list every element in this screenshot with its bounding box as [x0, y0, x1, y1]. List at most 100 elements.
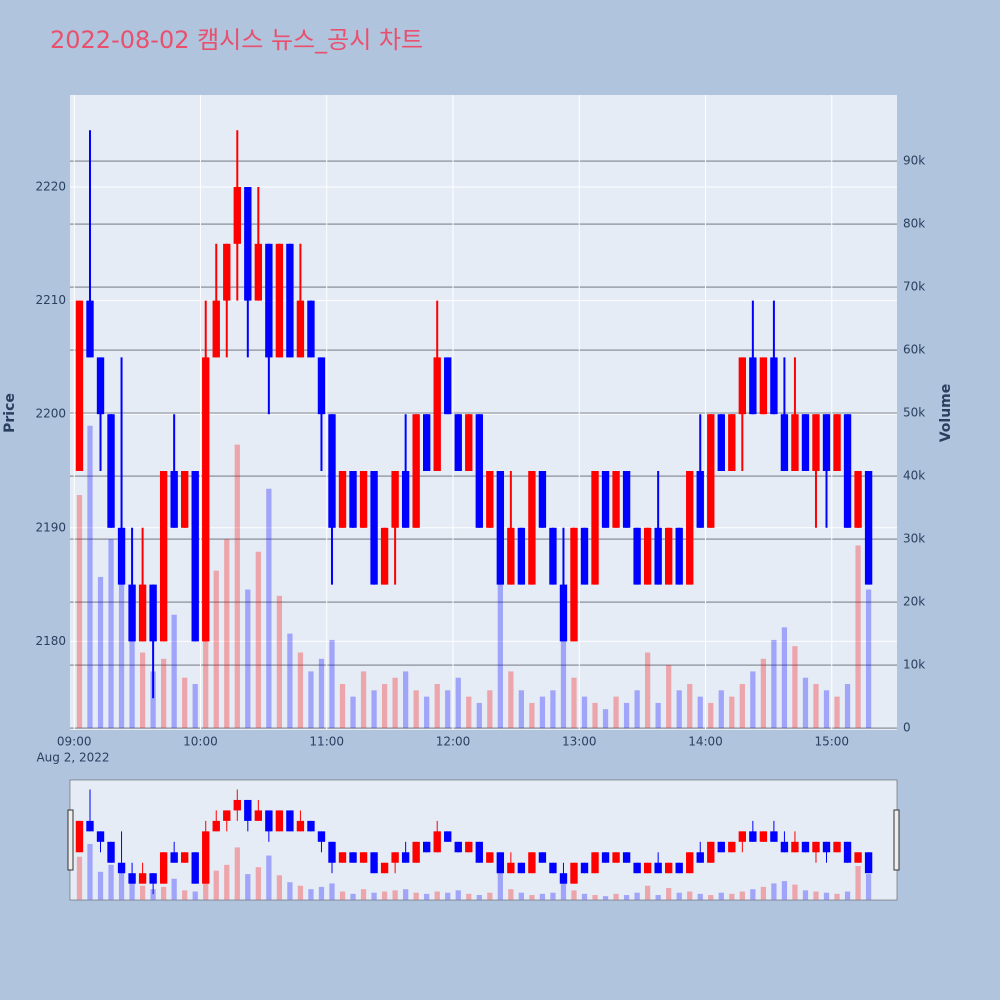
volume-bar [792, 884, 798, 900]
x-tick-label: 11:00 [309, 735, 344, 749]
candle-body [812, 841, 820, 853]
volume-bar [287, 633, 293, 729]
volume-bar [192, 891, 198, 900]
candle-body [275, 243, 284, 358]
candle-body [538, 471, 547, 528]
volume-bar [623, 702, 630, 729]
volume-bar [834, 893, 840, 900]
candle-body [854, 852, 862, 863]
candle-body [696, 852, 704, 863]
volume-bar [108, 539, 114, 729]
candle-body [138, 873, 147, 884]
volume-bar [139, 885, 146, 900]
volume-bar [339, 891, 346, 900]
volume-bar [434, 891, 440, 900]
volume-bar [708, 895, 714, 900]
candle-body [622, 852, 631, 863]
candle-body [349, 852, 357, 863]
volume-bar [560, 881, 567, 900]
candle-body [117, 862, 126, 874]
candle-body [707, 414, 715, 528]
volume-bar [855, 865, 861, 900]
volume-bar [139, 652, 146, 729]
candle-body [181, 852, 189, 863]
volume-bar [487, 892, 493, 900]
candle-body [728, 841, 736, 853]
candle-body [801, 841, 810, 853]
candle-body [465, 414, 473, 472]
volume-bar [750, 889, 756, 900]
volume-bar [213, 870, 219, 900]
candle-body [159, 852, 168, 884]
y2-tick-label: 20k [903, 595, 925, 609]
candle-body [643, 862, 652, 874]
candle-body [780, 841, 789, 853]
volume-bar [392, 890, 398, 900]
volume-bar [87, 425, 93, 729]
candle-body [759, 831, 768, 842]
candle-body [96, 357, 105, 415]
candle-body [212, 820, 220, 832]
y2-tick-label: 0 [903, 721, 911, 735]
x-tick-label: 14:00 [688, 735, 723, 749]
volume-bar [339, 684, 346, 729]
candle-body [212, 300, 220, 358]
volume-bar [297, 885, 304, 900]
volume-bar [424, 696, 430, 729]
x-tick-label: 09:00 [57, 735, 92, 749]
candle-body [686, 471, 694, 585]
volume-bar [539, 893, 546, 900]
range-handle-right[interactable] [893, 809, 900, 871]
candle-body [822, 414, 831, 472]
volume-bar [413, 690, 419, 729]
range-handle-left[interactable] [67, 809, 74, 871]
volume-bar [434, 684, 440, 729]
candle-body [370, 852, 378, 874]
volume-bar [718, 690, 724, 729]
y-tick-label: 2220 [35, 180, 66, 194]
volume-bar [697, 893, 703, 900]
y-tick-label: 2190 [35, 520, 66, 534]
volume-bar [645, 652, 651, 729]
candle-body [317, 831, 326, 842]
candle-body [654, 527, 662, 585]
candle-body [159, 471, 168, 642]
y-tick-label: 2180 [35, 634, 66, 648]
candle-body [86, 820, 94, 832]
candle-body [580, 527, 589, 585]
candle-body [517, 527, 526, 585]
candle-body [370, 471, 378, 585]
candle-body [202, 831, 210, 884]
volume-bar [497, 871, 503, 900]
volume-bar [266, 855, 272, 900]
volume-bar [771, 639, 777, 729]
volume-bar [371, 892, 377, 900]
volume-bar [171, 614, 177, 729]
volume-bar [318, 658, 325, 729]
candle-body [307, 300, 315, 358]
volume-bar [865, 874, 872, 900]
volume-bar [192, 684, 198, 729]
candle-body [601, 471, 610, 528]
volume-bar [97, 871, 104, 900]
volume-bar [760, 886, 767, 900]
candle-body [75, 820, 84, 853]
candle-body [580, 862, 589, 874]
volume-bar [529, 702, 535, 729]
y2-tick-label: 30k [903, 532, 925, 546]
candle-body [528, 852, 536, 874]
candle-body [391, 852, 399, 863]
candle-body [296, 300, 305, 358]
volume-bar [571, 677, 577, 729]
candle-body [770, 831, 778, 842]
volume-bar [403, 889, 409, 900]
volume-bar [118, 867, 125, 900]
volume-bar [634, 690, 640, 729]
volume-bar [813, 891, 819, 900]
candle-body [359, 852, 368, 863]
volume-bar [792, 646, 798, 729]
volume-bar [360, 671, 367, 729]
candle-body [601, 852, 610, 863]
candle-body [475, 841, 483, 863]
volume-bar [276, 595, 283, 729]
